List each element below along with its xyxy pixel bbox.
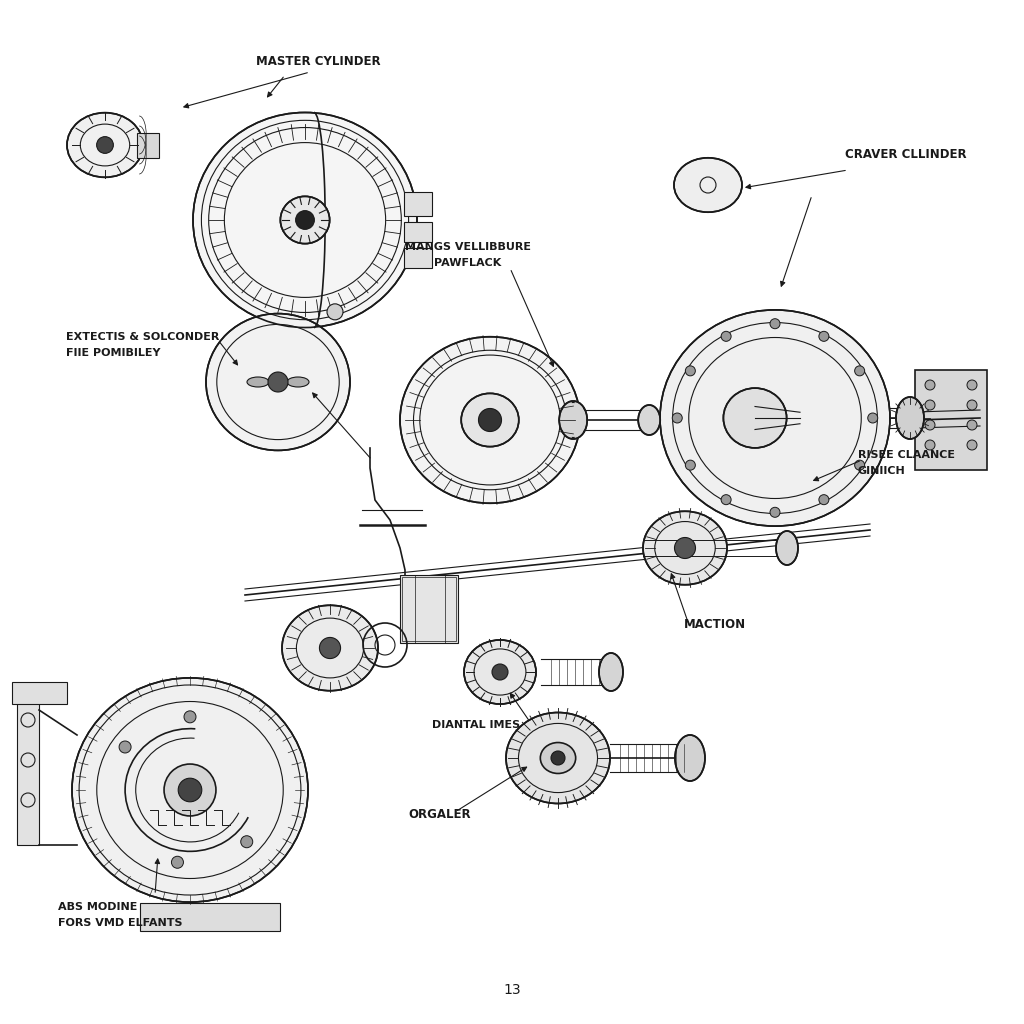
Ellipse shape bbox=[599, 653, 623, 691]
Ellipse shape bbox=[541, 742, 575, 773]
Ellipse shape bbox=[247, 377, 269, 387]
Circle shape bbox=[184, 711, 196, 723]
Ellipse shape bbox=[896, 397, 924, 439]
Circle shape bbox=[819, 332, 828, 341]
Text: ABS MODINE: ABS MODINE bbox=[58, 902, 137, 912]
Circle shape bbox=[967, 380, 977, 390]
Bar bbox=[12, 682, 67, 705]
Ellipse shape bbox=[660, 310, 890, 526]
Ellipse shape bbox=[464, 640, 536, 705]
Circle shape bbox=[721, 332, 731, 341]
Ellipse shape bbox=[559, 401, 587, 439]
Bar bbox=[915, 370, 987, 470]
Text: MASTER CYLINDER: MASTER CYLINDER bbox=[256, 55, 380, 68]
Text: 13: 13 bbox=[503, 983, 521, 997]
Text: PAWFLACK: PAWFLACK bbox=[434, 258, 502, 268]
Circle shape bbox=[685, 460, 695, 470]
Ellipse shape bbox=[287, 377, 309, 387]
Bar bbox=[140, 903, 280, 931]
Circle shape bbox=[241, 836, 253, 848]
Circle shape bbox=[478, 409, 502, 431]
Ellipse shape bbox=[675, 735, 705, 781]
Bar bbox=[400, 575, 458, 643]
Ellipse shape bbox=[776, 531, 798, 565]
Text: ORGALER: ORGALER bbox=[408, 808, 471, 821]
Circle shape bbox=[867, 413, 878, 423]
Text: FIIE POMIBILEY: FIIE POMIBILEY bbox=[66, 348, 161, 358]
Circle shape bbox=[327, 304, 343, 319]
Ellipse shape bbox=[643, 511, 727, 585]
Bar bbox=[403, 193, 431, 216]
Circle shape bbox=[492, 664, 508, 680]
Circle shape bbox=[551, 751, 565, 765]
Ellipse shape bbox=[72, 678, 308, 902]
Circle shape bbox=[721, 495, 731, 505]
Circle shape bbox=[925, 420, 935, 430]
Circle shape bbox=[119, 741, 131, 753]
Circle shape bbox=[770, 318, 780, 329]
Circle shape bbox=[178, 778, 202, 802]
Text: MACTION: MACTION bbox=[684, 618, 746, 631]
Text: MANGS VELLIBBURE: MANGS VELLIBBURE bbox=[406, 242, 531, 252]
Circle shape bbox=[171, 856, 183, 868]
Ellipse shape bbox=[282, 605, 378, 691]
Text: EXTECTIS & SOLCONDER: EXTECTIS & SOLCONDER bbox=[66, 332, 219, 342]
Bar bbox=[403, 248, 431, 268]
Text: GINIICH: GINIICH bbox=[858, 466, 906, 476]
Bar bbox=[137, 133, 160, 158]
Bar bbox=[403, 222, 431, 242]
Circle shape bbox=[967, 440, 977, 450]
Circle shape bbox=[855, 366, 864, 376]
Circle shape bbox=[967, 400, 977, 410]
Text: CRAVER CLLINDER: CRAVER CLLINDER bbox=[845, 148, 967, 161]
Circle shape bbox=[925, 380, 935, 390]
Ellipse shape bbox=[638, 406, 660, 435]
Text: FORS VMD ELFANTS: FORS VMD ELFANTS bbox=[58, 918, 182, 928]
Ellipse shape bbox=[506, 713, 610, 804]
Circle shape bbox=[925, 440, 935, 450]
Circle shape bbox=[770, 507, 780, 517]
Circle shape bbox=[855, 460, 864, 470]
Circle shape bbox=[819, 495, 828, 505]
Ellipse shape bbox=[461, 393, 519, 446]
Ellipse shape bbox=[193, 113, 417, 328]
Circle shape bbox=[96, 136, 114, 154]
Circle shape bbox=[967, 420, 977, 430]
Text: RISEE CLAANCE: RISEE CLAANCE bbox=[858, 450, 955, 460]
Circle shape bbox=[672, 413, 682, 423]
Text: DIANTAL IMES: DIANTAL IMES bbox=[432, 720, 520, 730]
Circle shape bbox=[685, 366, 695, 376]
Bar bbox=[17, 700, 39, 845]
Ellipse shape bbox=[281, 197, 330, 244]
Circle shape bbox=[925, 400, 935, 410]
Circle shape bbox=[319, 637, 341, 658]
Ellipse shape bbox=[723, 388, 786, 447]
Ellipse shape bbox=[67, 113, 143, 177]
Circle shape bbox=[164, 764, 216, 816]
Circle shape bbox=[268, 372, 288, 392]
Ellipse shape bbox=[674, 158, 742, 212]
Bar bbox=[402, 577, 456, 641]
Ellipse shape bbox=[400, 337, 580, 503]
Circle shape bbox=[675, 538, 695, 558]
Ellipse shape bbox=[206, 313, 350, 451]
Circle shape bbox=[296, 211, 314, 229]
